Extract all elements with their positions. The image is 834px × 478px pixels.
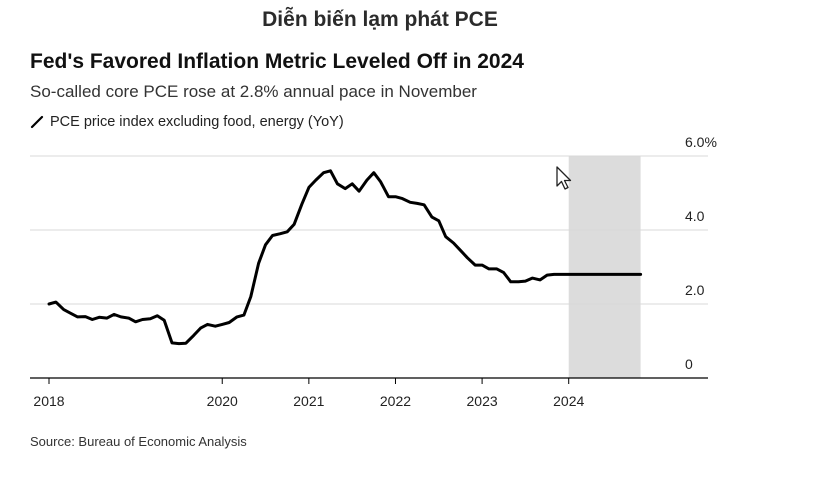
y-tick-label-2: 4.0 [685, 208, 705, 224]
legend-line-swatch-icon [30, 115, 44, 129]
chart-headline: Fed's Favored Inflation Metric Leveled O… [30, 50, 524, 73]
x-tick-label-0: 2018 [33, 393, 64, 409]
chart-source-note: Source: Bureau of Economic Analysis [30, 434, 247, 449]
x-tick-label-5: 2024 [553, 393, 584, 409]
legend-series-label: PCE price index excluding food, energy (… [50, 114, 344, 130]
highlight-band-2024 [568, 156, 641, 378]
series-line-0 [47, 169, 643, 346]
chart-legend: PCE price index excluding food, energy (… [30, 114, 344, 130]
y-tick-label-0: 0 [685, 356, 693, 372]
x-tick-label-2: 2021 [293, 393, 324, 409]
x-tick-label-3: 2022 [380, 393, 411, 409]
y-tick-label-3: 6.0% [685, 134, 717, 150]
mouse-pointer-icon [556, 166, 572, 190]
page-top-title: Diễn biến lạm phát PCE [262, 8, 498, 31]
x-tick-label-4: 2023 [467, 393, 498, 409]
x-tick-label-1: 2020 [207, 393, 238, 409]
chart-subheadline: So-called core PCE rose at 2.8% annual p… [30, 82, 477, 101]
y-tick-label-1: 2.0 [685, 282, 705, 298]
